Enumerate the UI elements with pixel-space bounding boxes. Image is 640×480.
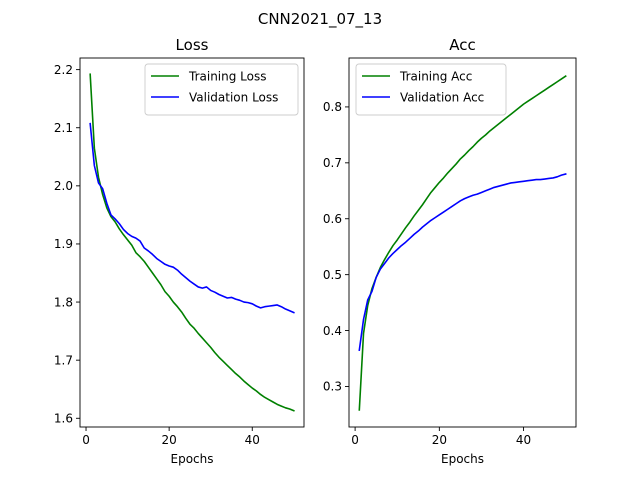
legend-label-1: Validation Loss: [189, 91, 278, 105]
chart-title: Acc: [449, 36, 476, 54]
legend-label-0: Training Acc: [399, 70, 472, 84]
series-line-1: [358, 173, 567, 352]
series-line-1: [89, 122, 295, 314]
x-axis-label: Epochs: [441, 452, 484, 466]
legend-label-0: Training Loss: [188, 70, 266, 84]
y-tick-label: 0.6: [323, 212, 342, 226]
y-tick-label: 2.0: [54, 179, 73, 193]
chart-title: Loss: [176, 36, 209, 54]
y-tick-label: 0.4: [323, 324, 342, 338]
y-tick-label: 0.8: [323, 100, 342, 114]
x-tick-label: 40: [245, 433, 260, 447]
series-line-0: [89, 73, 295, 412]
y-tick-label: 1.7: [54, 353, 73, 367]
y-tick-label: 2.2: [54, 63, 73, 77]
x-tick-label: 40: [516, 433, 531, 447]
legend: Training Acc Validation Acc: [355, 63, 507, 116]
chart-panel-loss: Loss 0 20 40 Epochs 1.6 1.7 1.8 1.9 2.0 2.1 2.2 Trai…: [54, 36, 305, 466]
legend-box: [144, 63, 299, 116]
y-tick-label: 1.6: [54, 411, 73, 425]
figure-suptitle: CNN2021_07_13: [258, 10, 382, 29]
x-tick-label: 20: [162, 433, 177, 447]
x-tick-label: 0: [351, 433, 359, 447]
x-tick-label: 20: [432, 433, 447, 447]
axes-frame: [348, 57, 577, 428]
y-tick-label: 0.3: [323, 380, 342, 394]
y-tick-label: 2.1: [54, 121, 73, 135]
y-tick-label: 1.9: [54, 237, 73, 251]
x-tick-label: 0: [82, 433, 90, 447]
legend-label-1: Validation Acc: [400, 91, 484, 105]
series-line-0: [358, 75, 567, 411]
x-axis-label: Epochs: [171, 452, 214, 466]
chart-panel-acc: Acc 0 20 40 Epochs 0.3 0.4 0.5 0.6 0.7 0.8 Training…: [323, 36, 577, 466]
legend-box: [355, 63, 507, 116]
axes-frame: [79, 57, 305, 428]
y-tick-label: 0.7: [323, 156, 342, 170]
legend: Training Loss Validation Loss: [144, 63, 299, 116]
y-tick-label: 0.5: [323, 268, 342, 282]
y-tick-label: 1.8: [54, 295, 73, 309]
